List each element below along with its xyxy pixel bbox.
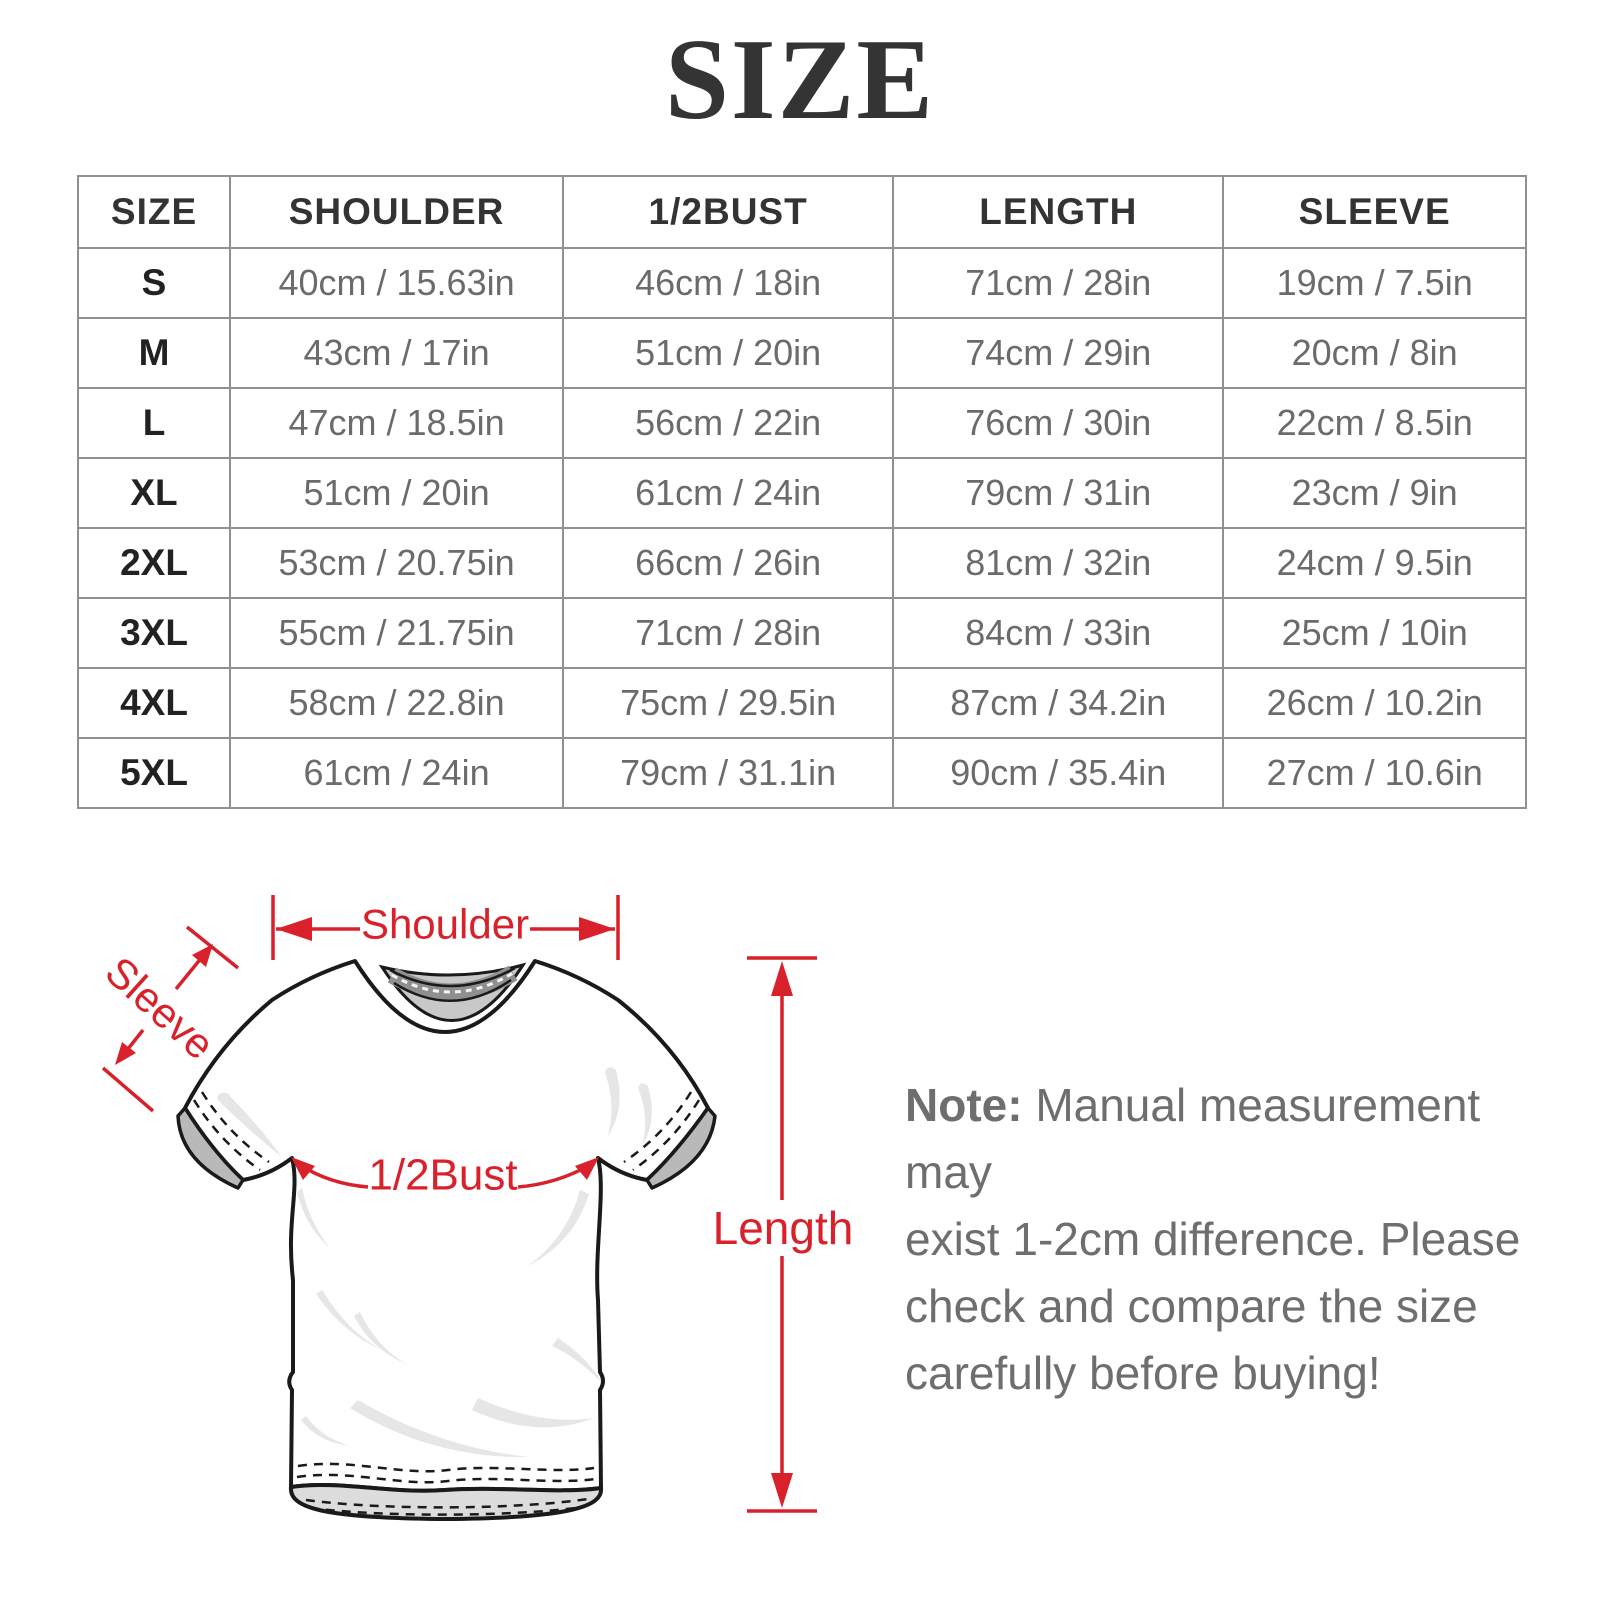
length-dimension: Length (713, 956, 854, 1513)
measurement-cell: 87cm / 34.2in (892, 667, 1225, 739)
measurement-cell: 56cm / 22in (562, 387, 895, 459)
measurement-note: Note: Manual measurement may exist 1-2cm… (905, 1072, 1525, 1407)
size-cell: XL (76, 457, 232, 529)
table-header-row: SIZE SHOULDER 1/2BUST LENGTH SLEEVE (76, 175, 1527, 249)
measurement-cell: 79cm / 31in (892, 457, 1225, 529)
table-row: 4XL 58cm / 22.8in 75cm / 29.5in 87cm / 3… (76, 667, 1527, 739)
table-row: S 40cm / 15.63in 46cm / 18in 71cm / 28in… (76, 247, 1527, 319)
right-cuff-stitch (623, 1091, 693, 1164)
table-row: 5XL 61cm / 24in 79cm / 31.1in 90cm / 35.… (76, 737, 1527, 809)
size-cell: L (76, 387, 232, 459)
hem-stitch (296, 1473, 596, 1484)
header-bust: 1/2BUST (562, 175, 895, 249)
note-line: check and compare the size (905, 1280, 1478, 1332)
measurement-cell: 75cm / 29.5in (562, 667, 895, 739)
bust-dimension: 1/2Bust (291, 1151, 599, 1200)
measurement-cell: 61cm / 24in (229, 737, 565, 809)
measurement-cell: 61cm / 24in (562, 457, 895, 529)
size-cell: 5XL (76, 737, 232, 809)
table-row: 2XL 53cm / 20.75in 66cm / 26in 81cm / 32… (76, 527, 1527, 599)
measurement-cell: 46cm / 18in (562, 247, 895, 319)
measurement-cell: 71cm / 28in (892, 247, 1225, 319)
measurement-cell: 79cm / 31.1in (562, 737, 895, 809)
header-size: SIZE (76, 175, 232, 249)
tshirt-outline (183, 959, 710, 1493)
measurement-cell: 81cm / 32in (892, 527, 1225, 599)
measurement-cell: 20cm / 8in (1222, 317, 1527, 389)
measurement-cell: 74cm / 29in (892, 317, 1225, 389)
measurement-cell: 58cm / 22.8in (229, 667, 565, 739)
size-cell: 3XL (76, 597, 232, 669)
size-cell: M (76, 317, 232, 389)
tshirt-measurement-diagram: Shoulder Sleeve 1/2Bust Length (97, 895, 854, 1521)
hem-stitch (297, 1462, 595, 1473)
shoulder-dimension: Shoulder (271, 895, 620, 960)
collar-rib-band (387, 965, 518, 1002)
fabric-wrinkles (217, 1067, 652, 1458)
size-table: SIZE SHOULDER 1/2BUST LENGTH SLEEVE S 40… (76, 175, 1527, 809)
measurement-cell: 66cm / 26in (562, 527, 895, 599)
measurement-cell: 19cm / 7.5in (1222, 247, 1527, 319)
size-cell: S (76, 247, 232, 319)
table-row: L 47cm / 18.5in 56cm / 22in 76cm / 30in … (76, 387, 1527, 459)
measurement-cell: 55cm / 21.75in (229, 597, 565, 669)
measurement-cell: 22cm / 8.5in (1222, 387, 1527, 459)
size-cell: 2XL (76, 527, 232, 599)
measurement-cell: 23cm / 9in (1222, 457, 1527, 529)
measurement-cell: 51cm / 20in (229, 457, 565, 529)
left-cuff-stitch (200, 1091, 270, 1164)
sleeve-label: Sleeve (97, 948, 224, 1069)
measurement-cell: 84cm / 33in (892, 597, 1225, 669)
note-text: Manual measurement may (905, 1079, 1481, 1198)
header-shoulder: SHOULDER (229, 175, 565, 249)
bust-label: 1/2Bust (368, 1151, 517, 1200)
measurement-cell: 76cm / 30in (892, 387, 1225, 459)
note-line: Note: Manual measurement may (905, 1072, 1525, 1206)
note-line: carefully before buying! (905, 1347, 1381, 1399)
header-length: LENGTH (892, 175, 1225, 249)
size-cell: 4XL (76, 667, 232, 739)
measurement-cell: 43cm / 17in (229, 317, 565, 389)
measurement-cell: 40cm / 15.63in (229, 247, 565, 319)
tshirt-illustration (176, 959, 717, 1521)
measurement-cell: 53cm / 20.75in (229, 527, 565, 599)
measurement-cell: 27cm / 10.6in (1222, 737, 1527, 809)
table-row: 3XL 55cm / 21.75in 71cm / 28in 84cm / 33… (76, 597, 1527, 669)
shoulder-label: Shoulder (361, 901, 529, 948)
measurement-cell: 51cm / 20in (562, 317, 895, 389)
table-row: M 43cm / 17in 51cm / 20in 74cm / 29in 20… (76, 317, 1527, 389)
measurement-cell: 47cm / 18.5in (229, 387, 565, 459)
page-title: SIZE (664, 16, 936, 143)
length-label: Length (713, 1202, 854, 1254)
right-cuff-stitch (632, 1099, 701, 1172)
left-cuff (176, 1106, 245, 1190)
measurement-cell: 24cm / 9.5in (1222, 527, 1527, 599)
table-row: XL 51cm / 20in 61cm / 24in 79cm / 31in 2… (76, 457, 1527, 529)
measurement-cell: 25cm / 10in (1222, 597, 1527, 669)
header-sleeve: SLEEVE (1222, 175, 1527, 249)
measurement-cell: 71cm / 28in (562, 597, 895, 669)
right-cuff (645, 1106, 717, 1190)
note-line: exist 1-2cm difference. Please (905, 1213, 1521, 1265)
hem-band-stitch (309, 1505, 585, 1516)
note-label: Note: (905, 1079, 1023, 1131)
hem-band (288, 1483, 604, 1521)
measurement-cell: 26cm / 10.2in (1222, 667, 1527, 739)
left-cuff-stitch (192, 1099, 261, 1172)
measurement-cell: 90cm / 35.4in (892, 737, 1225, 809)
